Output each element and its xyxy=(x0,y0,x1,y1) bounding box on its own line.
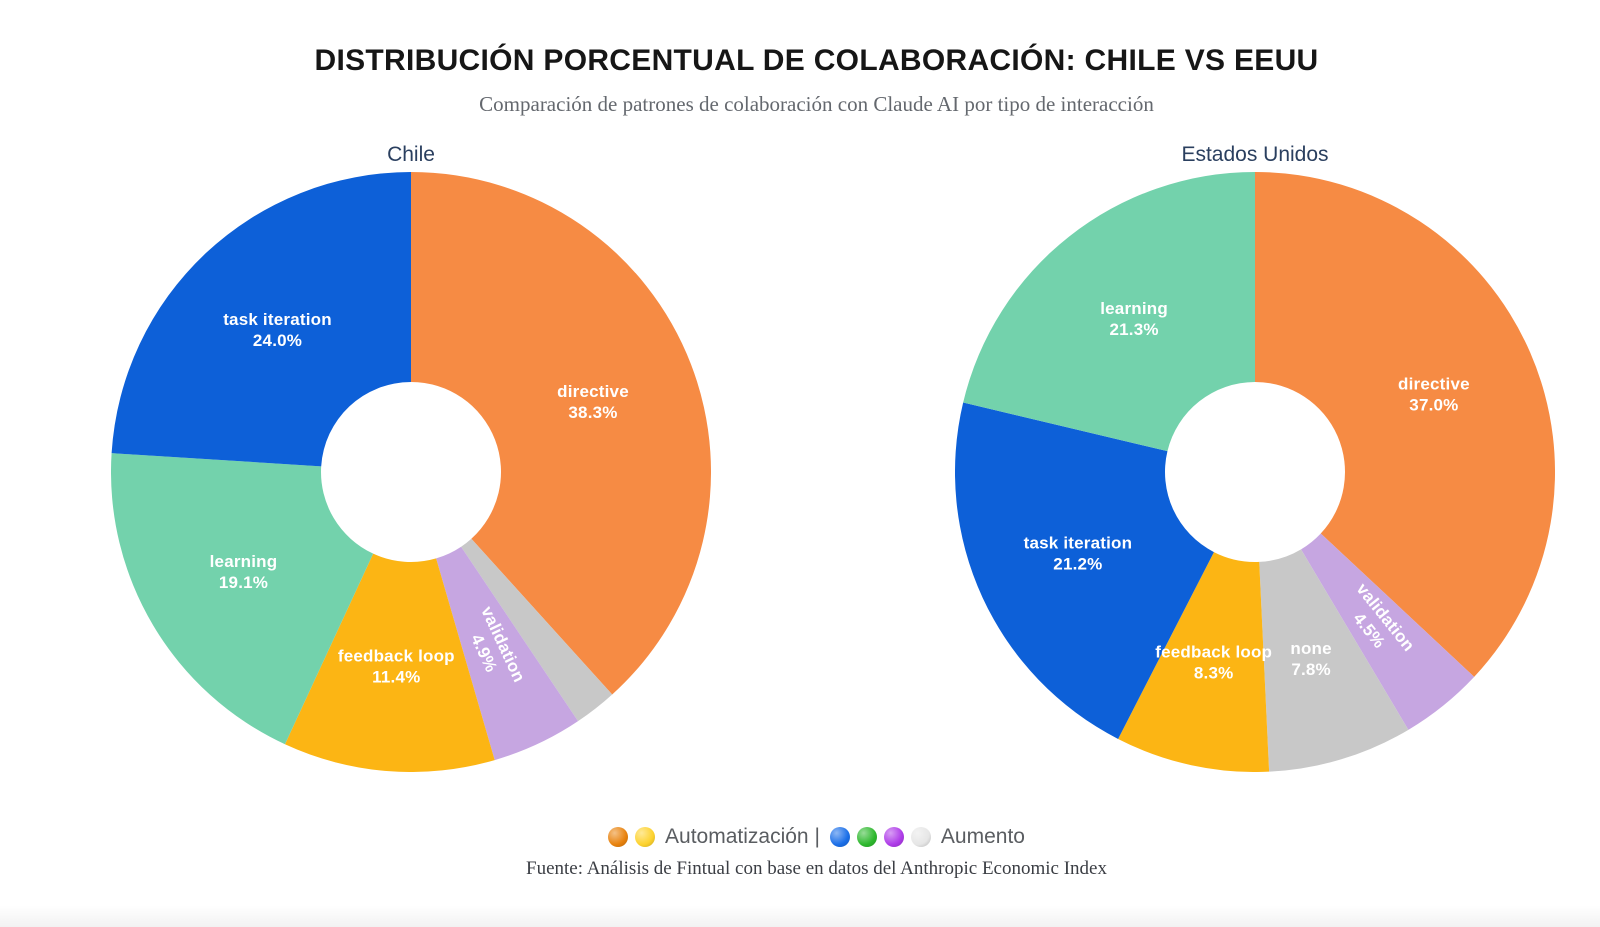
pie-label-learning: learning 21.3% xyxy=(1100,299,1168,339)
pie-label-directive: directive 37.0% xyxy=(1398,374,1470,414)
pie-slice-directive[interactable] xyxy=(1255,172,1556,677)
yellow-circle-icon xyxy=(635,827,656,847)
pie-slice-task-iteration[interactable] xyxy=(954,402,1214,739)
pie-chart-estados-unidos: directive 37.0% validation4.5% none 7.8% feed… xyxy=(954,172,1556,773)
pie-label-none: none 7.8% xyxy=(1290,639,1331,679)
pie-label-task-iteration: task iteration 24.0% xyxy=(223,310,332,350)
figure-subtitle: Comparación de patrones de colaboración … xyxy=(479,92,1154,116)
pie-slice-feedback-loop[interactable] xyxy=(1118,552,1270,773)
pie-slice-validation[interactable] xyxy=(1301,533,1475,730)
pie-slice-learning[interactable] xyxy=(110,453,374,745)
pie-slice-none[interactable] xyxy=(461,538,613,722)
figure-title: DISTRIBUCIÓN PORCENTUAL DE COLABORACIÓN:… xyxy=(314,44,1319,77)
purple-circle-icon xyxy=(883,827,904,847)
pie-slice-task-iteration[interactable] xyxy=(111,172,411,467)
pie-slice-learning[interactable] xyxy=(963,172,1255,452)
white-circle-icon xyxy=(910,827,931,847)
chart-title-estados-unidos: Estados Unidos xyxy=(1181,143,1329,166)
pie-svg-estados-unidos: directive 37.0%validation4.5%none 7.8%feed… xyxy=(954,172,1556,773)
orange-circle-icon xyxy=(608,827,629,847)
pie-chart-chile: directive 38.3% validation4.9% feedback loo… xyxy=(110,172,712,773)
blue-circle-icon xyxy=(829,827,850,847)
pie-label-directive: directive 38.3% xyxy=(557,382,629,422)
pie-label-learning: learning 19.1% xyxy=(210,552,278,592)
legend-automation-dots xyxy=(608,827,656,847)
source-note: Fuente: Análisis de Fintual con base en … xyxy=(526,858,1107,879)
pie-slice-none[interactable] xyxy=(1259,549,1409,772)
pie-slice-directive[interactable] xyxy=(411,172,712,695)
legend-augmentation-dots xyxy=(829,827,931,847)
legend-label-automatizacion: Automatización | xyxy=(665,825,820,848)
pie-label-task-iteration: task iteration 21.2% xyxy=(1024,534,1133,574)
pie-label-feedback-loop: feedback loop 8.3% xyxy=(1155,643,1272,683)
chart-title-chile: Chile xyxy=(387,143,435,166)
pie-slice-validation[interactable] xyxy=(436,546,579,761)
green-circle-icon xyxy=(856,827,877,847)
pie-label-feedback-loop: feedback loop 11.4% xyxy=(338,646,455,686)
legend-label-aumento: Aumento xyxy=(940,825,1025,848)
legend: Automatización | Aumento xyxy=(33,824,1600,850)
pie-svg-chile: directive 38.3%validation4.9%feedback loo… xyxy=(110,172,712,773)
pie-slice-feedback-loop[interactable] xyxy=(284,553,495,773)
